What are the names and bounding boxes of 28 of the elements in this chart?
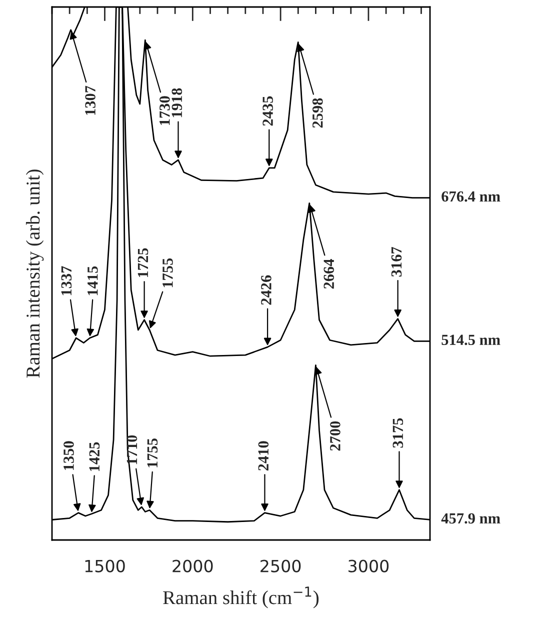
annotation: 1307 bbox=[85, 86, 96, 115]
annotation: 2664 bbox=[324, 258, 334, 289]
annotation: 1918 bbox=[172, 88, 182, 118]
series-label: 676.4 nm bbox=[442, 191, 500, 202]
annotation: 1425 bbox=[89, 442, 100, 471]
y-axis-title: Raman intensity (arb. unit) bbox=[26, 170, 44, 378]
annotation: 3167 bbox=[391, 246, 402, 277]
annotation: 2426 bbox=[261, 275, 272, 305]
series-label: 514.5 nm bbox=[442, 334, 500, 346]
x-axis-title: Raman shift (cm$^{−1}$) bbox=[163, 586, 319, 608]
annotation: 2435 bbox=[262, 96, 273, 126]
annotation: 1710 bbox=[126, 435, 138, 464]
annotation: 2598 bbox=[312, 98, 323, 128]
annotation: 1350 bbox=[64, 441, 74, 470]
x-tick-label: 1500 bbox=[85, 560, 125, 572]
x-tick-label: 2000 bbox=[172, 560, 213, 572]
annotation: 2700 bbox=[330, 421, 340, 451]
x-tick-label: 3000 bbox=[348, 560, 389, 572]
annotation: 1725 bbox=[138, 248, 148, 277]
annotation: 3175 bbox=[392, 418, 404, 448]
annotation: 2410 bbox=[258, 441, 269, 471]
annotation: 1755 bbox=[147, 438, 158, 468]
annotation: 1755 bbox=[162, 258, 173, 288]
annotation: 1337 bbox=[61, 266, 72, 296]
series-label: 457.9 nm bbox=[441, 513, 500, 524]
annotation: 1730 bbox=[160, 96, 170, 125]
x-tick-label: 2500 bbox=[260, 560, 301, 572]
annotation: 1415 bbox=[88, 266, 98, 296]
